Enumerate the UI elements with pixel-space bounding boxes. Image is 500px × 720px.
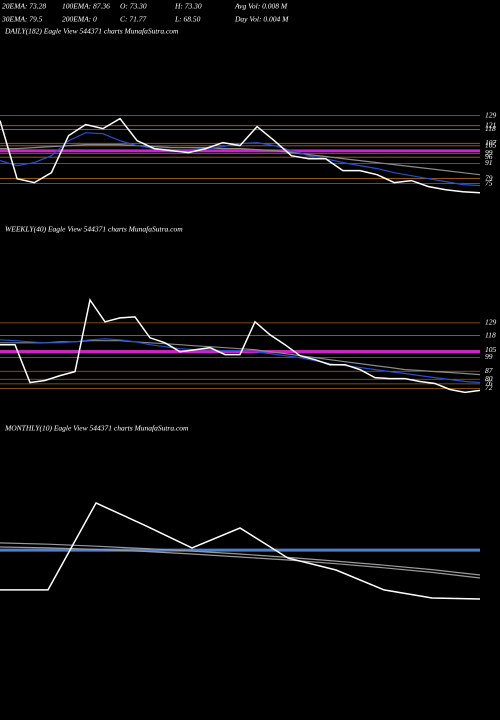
price-line (0, 132, 481, 187)
panel-title: DAILY(182) Eagle View 544371 charts Muna… (4, 27, 179, 36)
header-stat: 100EMA: 87.36 (62, 2, 110, 11)
price-line (0, 502, 481, 600)
header-stat: C: 71.77 (120, 15, 147, 24)
y-tick-label: 105 (485, 345, 497, 354)
y-tick-label: 121 (485, 120, 496, 129)
y-tick-label: 99 (485, 352, 493, 361)
y-tick-label: 129 (485, 110, 497, 119)
y-tick-label: 99 (485, 148, 493, 157)
y-tick-label: 91 (485, 158, 493, 167)
y-tick-label: 129 (485, 318, 497, 327)
price-line (0, 338, 481, 384)
price-line (0, 298, 481, 394)
y-tick-label: 76 (485, 379, 493, 388)
header-stat: 30EMA: 79.5 (1, 15, 43, 24)
price-line (0, 117, 481, 194)
header-stat: L: 68.50 (174, 15, 201, 24)
y-tick-label: 79 (485, 173, 493, 182)
price-line (0, 144, 481, 176)
y-tick-label: 75 (485, 178, 493, 187)
y-tick-label: 87 (485, 366, 493, 375)
panel-title: MONTHLY(10) Eagle View 544371 charts Mun… (4, 424, 189, 433)
price-line (0, 546, 481, 579)
header-stat: Day Vol: 0.004 M (234, 15, 289, 24)
price-line (0, 542, 481, 576)
y-tick-label: 107 (485, 138, 497, 147)
y-tick-label: 80 (485, 374, 493, 383)
y-tick-label: 118 (485, 330, 496, 339)
header-stat: O: 73.30 (120, 2, 147, 11)
header-stat: Avg Vol: 0.008 M (234, 2, 288, 11)
y-tick-label: 105 (485, 141, 497, 150)
y-tick-label: 72 (485, 383, 493, 392)
panel-title: WEEKLY(40) Eagle View 544371 charts Muna… (5, 225, 183, 234)
header-stat: 200EMA: 0 (62, 15, 97, 24)
y-tick-label: 118 (485, 124, 496, 133)
header-stat: 20EMA: 73.28 (2, 2, 46, 11)
header-stat: H: 73.30 (174, 2, 202, 11)
y-tick-label: 96 (485, 152, 493, 161)
